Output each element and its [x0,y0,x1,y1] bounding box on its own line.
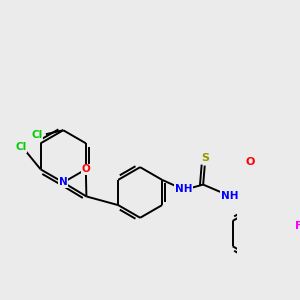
Text: N: N [59,177,68,188]
Text: Cl: Cl [32,130,43,140]
Text: O: O [82,164,90,174]
Text: Cl: Cl [15,142,26,152]
Text: NH: NH [220,190,238,201]
Text: F: F [295,221,300,231]
Text: S: S [202,154,209,164]
Text: O: O [245,157,254,166]
Text: NH: NH [175,184,192,194]
